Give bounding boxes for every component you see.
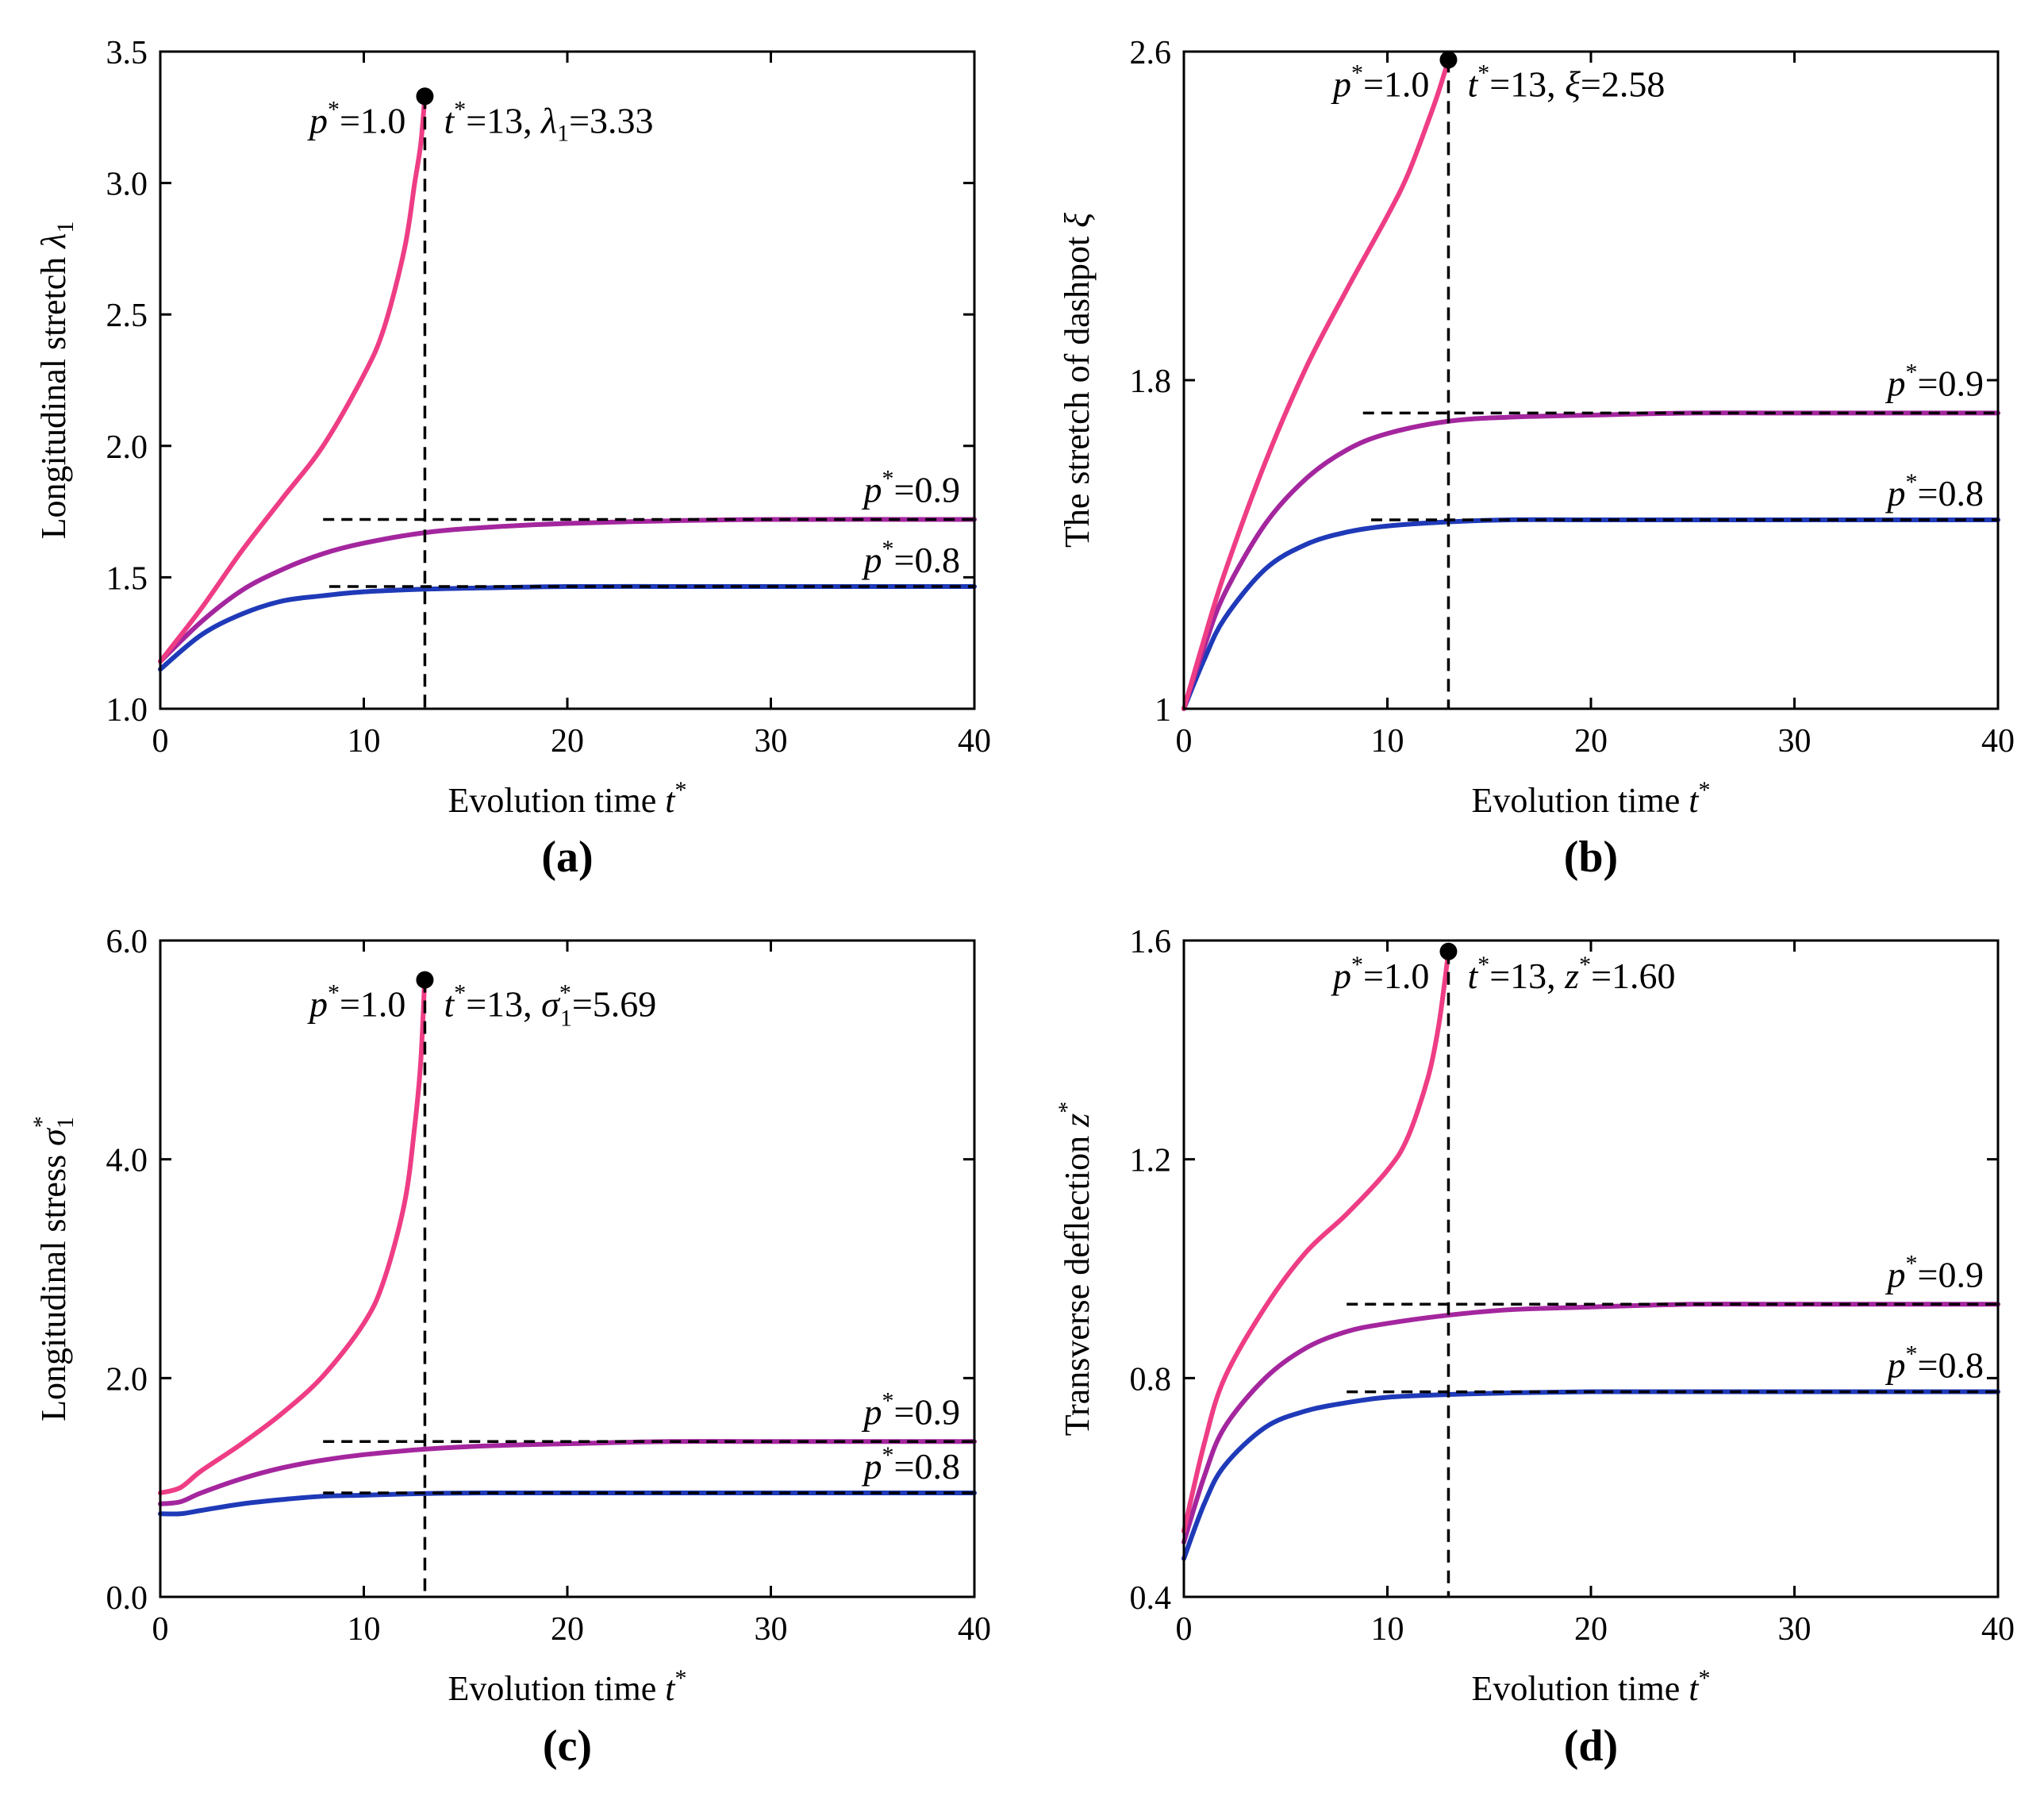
series-line-p10: [1181, 948, 1451, 1534]
annotation-p-0-8: p*=0.8: [862, 1442, 960, 1487]
panel-c: 0 10 20 30 40 0.0 2.0 4.0 6.0 Evolution time t* Lo…: [29, 924, 991, 1771]
y-tick-label: 1.8: [1130, 364, 1172, 400]
x-tick-label: 20: [1574, 723, 1608, 760]
annotation-p-0-8: p*=0.8: [1885, 1341, 1984, 1386]
y-tick-label: 1.2: [1130, 1143, 1172, 1179]
annotation-critical-point: t*=13, z*=1.60: [1467, 952, 1675, 996]
x-tick-label: 20: [551, 723, 584, 760]
annotation-p-1-0: p*=1.0: [1331, 952, 1429, 996]
x-tick-label: 0: [1176, 723, 1193, 760]
panel-label: (a): [541, 833, 593, 882]
annotation-critical-point: t*=13, λ1=3.33: [444, 96, 653, 146]
y-tick-label: 0.8: [1130, 1361, 1172, 1398]
series-line-p08: [158, 1491, 977, 1517]
x-tick-label: 0: [152, 723, 169, 760]
series-line-p09: [1181, 410, 2000, 711]
annotation-p-1-0: p*=1.0: [307, 980, 405, 1025]
annotation-critical-point: t*=13, ξ=2.58: [1467, 60, 1665, 104]
y-tick-label: 3.5: [106, 35, 148, 71]
annotation-p-0-9: p*=0.9: [862, 466, 960, 510]
series-line-p08: [1181, 517, 2000, 711]
annotation-p-0-8: p*=0.8: [862, 536, 960, 580]
critical-point-marker: [416, 87, 434, 106]
y-axis-label: Longitudinal stress σ1*: [29, 1116, 79, 1421]
series-line-p08: [1181, 1389, 2000, 1561]
panel-a: 0 10 20 30 40 1.0 1.5 2.0 2.5 3.0 3.5 Evolution tim…: [34, 35, 991, 882]
x-tick-label: 30: [755, 723, 788, 760]
y-tick-label: 2.0: [106, 1361, 148, 1398]
y-tick-label: 1.6: [1130, 924, 1172, 960]
x-tick-label: 40: [1981, 723, 2015, 760]
panel-label: (d): [1564, 1721, 1618, 1771]
annotation-p-0-8: p*=0.8: [1885, 469, 1984, 514]
x-tick-label: 10: [1371, 1611, 1404, 1648]
panel-b: 0 10 20 30 40 1 1.8 2.6 Evolution time t* The str…: [1058, 35, 2015, 882]
x-tick-label: 30: [1778, 1611, 1812, 1648]
annotation-p-1-0: p*=1.0: [1331, 60, 1429, 104]
x-tick-label: 20: [551, 1611, 584, 1648]
x-tick-label: 20: [1574, 1611, 1608, 1648]
x-axis-label: Evolution time t*: [1472, 777, 1711, 820]
y-tick-label: 2.0: [106, 429, 148, 466]
y-tick-label: 4.0: [106, 1143, 148, 1179]
axes-frame: [1182, 50, 2000, 710]
y-tick-label: 0.4: [1130, 1580, 1172, 1617]
axes-frame: [159, 50, 976, 710]
critical-point-marker: [1439, 942, 1458, 960]
y-tick-label: 2.6: [1130, 35, 1172, 71]
x-tick-label: 0: [1176, 1611, 1193, 1648]
annotation-p-0-9: p*=0.9: [862, 1387, 960, 1432]
x-tick-label: 40: [958, 1611, 991, 1648]
annotation-p-0-9: p*=0.9: [1885, 359, 1984, 403]
critical-point-marker: [416, 971, 434, 989]
x-tick-label: 40: [958, 723, 991, 760]
series-line-p08: [158, 583, 977, 672]
x-axis-label: Evolution time t*: [448, 777, 687, 820]
x-tick-label: 10: [348, 723, 381, 760]
y-tick-label: 6.0: [106, 924, 148, 960]
critical-point-marker: [1439, 51, 1458, 69]
x-tick-label: 10: [1371, 723, 1404, 760]
axes-frame: [1182, 939, 2000, 1598]
x-tick-label: 30: [755, 1611, 788, 1648]
y-axis-label: The stretch of dashpot ξ: [1058, 213, 1097, 548]
annotation-critical-point: t*=13, σ* 1=5.69: [444, 980, 656, 1032]
series-line-p09: [1181, 1302, 2000, 1545]
y-tick-label: 3.0: [106, 167, 148, 203]
series-line-p10: [158, 94, 428, 664]
annotation-p-0-9: p*=0.9: [1885, 1250, 1984, 1294]
x-axis-label: Evolution time t*: [448, 1665, 687, 1708]
y-tick-label: 0.0: [106, 1580, 148, 1617]
y-tick-label: 1.5: [106, 560, 148, 597]
panel-d: 0 10 20 30 40 0.4 0.8 1.2 1.6 Evolution time t* Tr…: [1054, 924, 2015, 1771]
panel-label: (c): [543, 1721, 592, 1771]
y-axis-label: Transverse deflection z*: [1054, 1102, 1097, 1437]
y-tick-label: 1: [1155, 692, 1171, 729]
x-tick-label: 40: [1981, 1611, 2015, 1648]
annotation-p-1-0: p*=1.0: [307, 96, 405, 140]
y-tick-label: 2.5: [106, 298, 148, 334]
x-tick-label: 10: [348, 1611, 381, 1648]
y-tick-label: 1.0: [106, 692, 148, 729]
y-axis-label: Longitudinal stretch λ1: [34, 221, 79, 540]
x-tick-label: 0: [152, 1611, 169, 1648]
x-axis-label: Evolution time t*: [1472, 1665, 1711, 1708]
panel-label: (b): [1564, 833, 1618, 882]
series-line-p10: [1181, 57, 1451, 711]
x-tick-label: 30: [1778, 723, 1812, 760]
series-line-p09: [158, 517, 977, 664]
series-line-p10: [158, 971, 428, 1496]
